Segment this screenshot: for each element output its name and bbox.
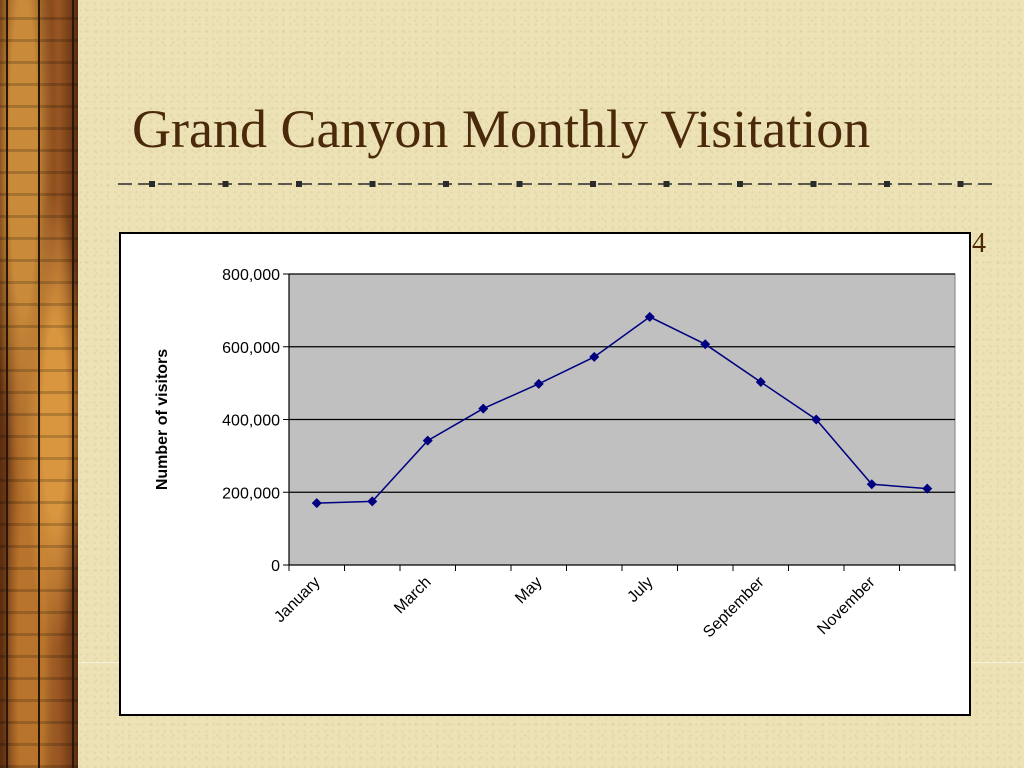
- divider-dot: [810, 181, 817, 187]
- divider-dot: [149, 181, 155, 187]
- line-chart: 0 200,000 400,000 600,000 800,000 January Marc…: [154, 267, 956, 641]
- wood-border-line: [38, 0, 40, 768]
- wood-border-line: [6, 0, 8, 768]
- data-point-marker: [589, 351, 600, 362]
- data-point-marker: [755, 377, 766, 388]
- slide-title: Grand Canyon Monthly Visitation: [132, 99, 871, 159]
- divider-dot: [369, 181, 376, 187]
- chart-container: 0 200,000 400,000 600,000 800,000 January Marc…: [119, 232, 971, 716]
- data-point-marker: [922, 483, 933, 494]
- x-tick-label: March: [391, 574, 434, 617]
- y-axis-title: Number of visitors: [154, 349, 171, 490]
- data-point-marker: [422, 435, 433, 446]
- divider-dot: [443, 181, 449, 187]
- data-point-marker: [311, 498, 322, 509]
- divider-dot: [957, 181, 964, 187]
- data-point-marker: [811, 414, 822, 425]
- x-tick-label: May: [512, 574, 545, 607]
- y-tick-label: 400,000: [222, 413, 280, 430]
- y-tick-label: 800,000: [222, 267, 280, 284]
- divider-dot: [737, 181, 743, 187]
- divider-dot: [516, 181, 523, 187]
- x-tick-label: January: [271, 574, 323, 626]
- x-tick-label: November: [814, 573, 879, 638]
- series-line: [316, 316, 928, 504]
- divider-dot: [884, 181, 890, 187]
- divider-dot: [663, 181, 670, 187]
- slide-number: 4: [972, 228, 986, 259]
- data-point-marker: [700, 339, 711, 350]
- x-tick-label: July: [624, 574, 656, 606]
- data-point-marker: [367, 496, 378, 507]
- decorative-wood-border: [0, 0, 78, 768]
- divider-dot: [590, 181, 596, 187]
- data-point-marker: [866, 479, 877, 490]
- data-point-marker: [644, 311, 655, 322]
- data-point-marker: [478, 403, 489, 414]
- y-tick-label: 200,000: [222, 485, 280, 502]
- title-divider: [118, 181, 994, 187]
- y-tick-label: 0: [271, 558, 280, 575]
- x-tick-label: September: [700, 573, 768, 641]
- divider-dot: [296, 181, 302, 187]
- y-tick-label: 600,000: [222, 340, 280, 357]
- data-point-marker: [533, 378, 544, 389]
- wood-border-line: [72, 0, 74, 768]
- divider-dot: [222, 181, 229, 187]
